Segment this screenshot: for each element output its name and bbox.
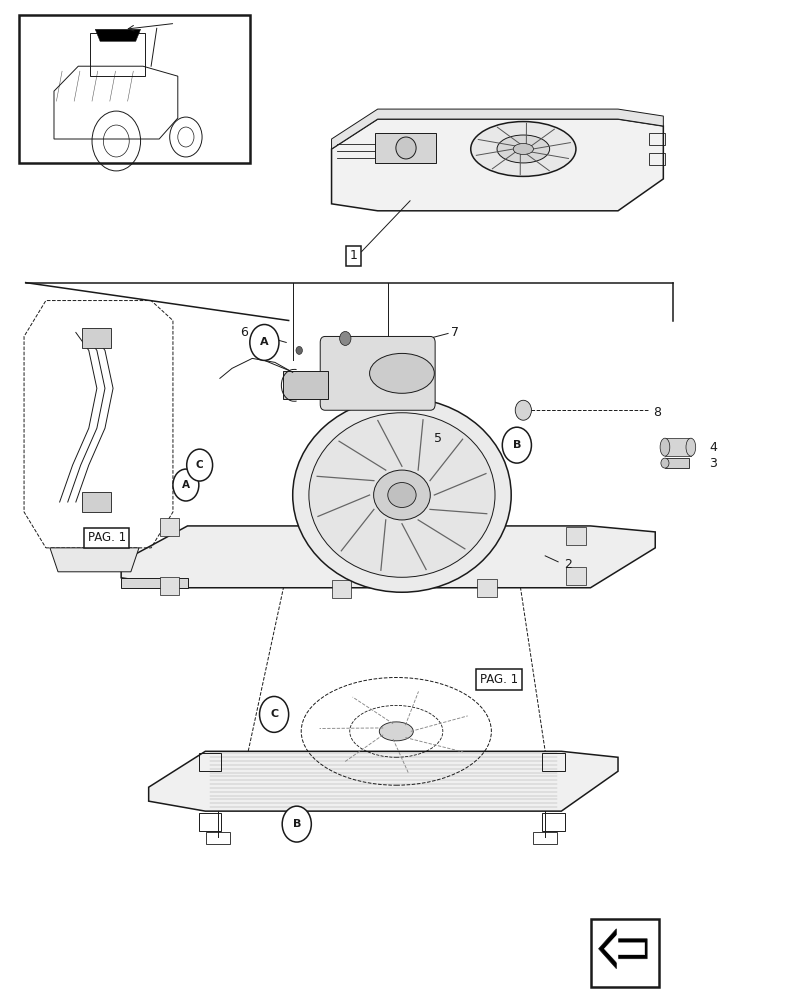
- Polygon shape: [121, 578, 187, 588]
- Ellipse shape: [292, 398, 511, 592]
- Circle shape: [187, 449, 212, 481]
- Ellipse shape: [513, 143, 533, 154]
- Text: 2: 2: [563, 558, 571, 571]
- Bar: [82, 328, 110, 348]
- Bar: [331, 580, 350, 598]
- Polygon shape: [331, 109, 663, 149]
- Bar: [375, 133, 436, 163]
- Bar: [664, 458, 689, 468]
- Circle shape: [282, 806, 311, 842]
- Circle shape: [295, 346, 302, 354]
- Ellipse shape: [396, 137, 415, 159]
- Bar: [541, 813, 564, 831]
- Text: 8: 8: [652, 406, 660, 419]
- Text: C: C: [270, 709, 278, 719]
- Ellipse shape: [496, 135, 549, 163]
- Text: B: B: [512, 440, 521, 450]
- Text: B: B: [292, 819, 301, 829]
- Bar: [532, 832, 556, 844]
- Bar: [199, 813, 221, 831]
- Text: A: A: [260, 337, 268, 347]
- Bar: [477, 579, 496, 597]
- Text: 6: 6: [240, 326, 247, 339]
- Polygon shape: [50, 548, 139, 572]
- Bar: [648, 153, 664, 165]
- Ellipse shape: [379, 722, 413, 741]
- Bar: [590, 919, 659, 987]
- Circle shape: [260, 696, 288, 732]
- Text: 7: 7: [450, 326, 458, 339]
- Circle shape: [250, 324, 279, 360]
- Circle shape: [515, 400, 530, 420]
- Text: 3: 3: [709, 457, 716, 470]
- Text: PAG. 1: PAG. 1: [479, 673, 517, 686]
- Polygon shape: [331, 119, 663, 211]
- Bar: [648, 133, 664, 145]
- Bar: [82, 492, 110, 512]
- Text: A: A: [182, 480, 190, 490]
- Text: 1: 1: [349, 249, 357, 262]
- Circle shape: [502, 427, 530, 463]
- Bar: [283, 371, 327, 399]
- Ellipse shape: [373, 470, 430, 520]
- Text: C: C: [195, 460, 204, 470]
- Ellipse shape: [660, 458, 668, 468]
- Bar: [199, 753, 221, 771]
- Polygon shape: [603, 934, 644, 964]
- Bar: [160, 577, 179, 595]
- Bar: [19, 15, 250, 163]
- Ellipse shape: [388, 483, 415, 507]
- Ellipse shape: [369, 353, 434, 393]
- Text: PAG. 1: PAG. 1: [88, 531, 126, 544]
- Bar: [206, 832, 230, 844]
- Bar: [664, 438, 690, 456]
- Bar: [565, 527, 585, 545]
- Text: 4: 4: [709, 441, 716, 454]
- Ellipse shape: [308, 413, 495, 577]
- Polygon shape: [598, 929, 646, 969]
- Bar: [160, 518, 179, 536]
- Circle shape: [339, 331, 350, 345]
- Polygon shape: [121, 526, 654, 588]
- Ellipse shape: [685, 438, 695, 456]
- Bar: [565, 567, 585, 585]
- FancyBboxPatch shape: [320, 336, 435, 410]
- Polygon shape: [95, 29, 140, 41]
- Text: 5: 5: [434, 432, 442, 445]
- Circle shape: [173, 469, 199, 501]
- Bar: [541, 753, 564, 771]
- Ellipse shape: [659, 438, 669, 456]
- Polygon shape: [148, 751, 617, 811]
- Ellipse shape: [470, 122, 575, 176]
